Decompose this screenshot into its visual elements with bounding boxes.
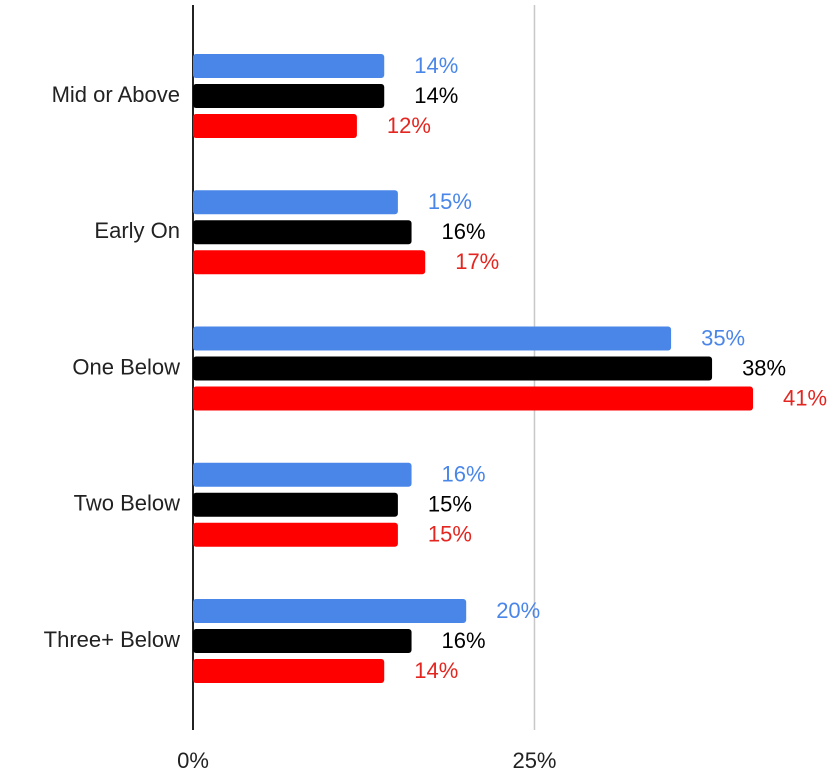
value-label: 14% [414, 658, 458, 683]
bar [193, 54, 385, 78]
bar [193, 190, 398, 215]
value-label: 38% [742, 355, 786, 380]
value-label: 12% [387, 113, 431, 138]
value-label: 15% [428, 189, 472, 214]
bar [193, 386, 754, 411]
bar [193, 659, 385, 683]
category-label: Mid or Above [52, 82, 180, 107]
value-label: 14% [414, 53, 458, 78]
category-label: One Below [72, 354, 180, 379]
x-tick-label: 0% [177, 748, 209, 773]
bar [193, 492, 398, 517]
value-label: 16% [442, 628, 486, 653]
value-label: 16% [442, 219, 486, 244]
bar [193, 220, 412, 245]
bar [193, 250, 426, 275]
bar [193, 326, 672, 351]
value-label: 20% [496, 598, 540, 623]
value-label: 17% [455, 249, 499, 274]
value-label: 14% [414, 83, 458, 108]
bar [193, 522, 398, 547]
value-label: 35% [701, 325, 745, 350]
bar [193, 356, 713, 381]
bar [193, 629, 412, 653]
bar [193, 599, 467, 623]
value-label: 16% [442, 462, 486, 487]
category-label: Two Below [74, 491, 180, 516]
bar [193, 462, 412, 487]
bar [193, 84, 385, 108]
value-label: 15% [428, 522, 472, 547]
x-tick-label: 25% [512, 748, 556, 773]
category-label: Early On [94, 218, 180, 243]
category-label: Three+ Below [44, 627, 180, 652]
value-label: 15% [428, 492, 472, 517]
value-label: 41% [783, 385, 827, 410]
bar [193, 114, 357, 138]
